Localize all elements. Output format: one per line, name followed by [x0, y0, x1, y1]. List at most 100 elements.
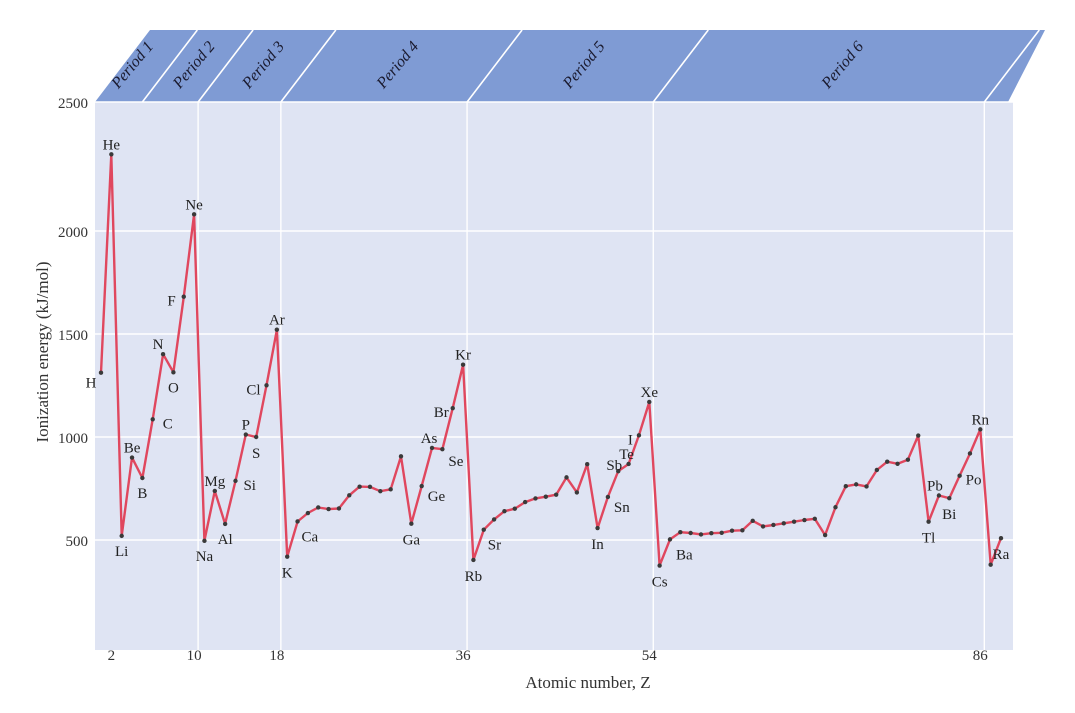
ionization-energy-line — [99, 153, 1003, 567]
element-label-po: Po — [966, 473, 982, 489]
element-label-li: Li — [115, 544, 128, 560]
data-point-z41 — [512, 506, 517, 511]
y-tick-1500: 1500 — [58, 328, 88, 344]
x-tick-36: 36 — [456, 648, 472, 664]
data-point-z11 — [202, 538, 207, 544]
data-point-z43 — [533, 496, 538, 501]
element-label-sn: Sn — [614, 500, 630, 516]
element-label-rn: Rn — [972, 412, 990, 428]
data-point-z8 — [171, 370, 176, 375]
data-point-z38 — [481, 527, 486, 532]
data-point-z50 — [605, 494, 611, 500]
plot-panel — [95, 102, 1013, 650]
element-labels: H He Li Be B C N O F Ne Na Mg Al Si PS Cl Ar K Ca Ga Ge As Se B… — [86, 137, 1010, 590]
element-label-mg: Mg — [204, 474, 225, 490]
y-tick-1000: 1000 — [58, 431, 88, 447]
data-point-z3 — [119, 533, 124, 539]
data-point-z69 — [802, 517, 807, 523]
element-label-kr: Kr — [455, 348, 471, 364]
data-point-z28 — [378, 488, 383, 494]
data-point-z80 — [916, 433, 921, 438]
period-band-background — [95, 30, 1045, 102]
data-series — [98, 152, 1004, 568]
data-point-z36 — [460, 362, 466, 367]
data-point-z51 — [616, 468, 621, 474]
data-point-z74 — [853, 482, 859, 487]
data-point-z58 — [688, 530, 693, 536]
data-point-z53 — [636, 433, 642, 438]
data-point-z5 — [140, 475, 145, 481]
data-point-z76 — [874, 467, 880, 473]
element-label-br: Br — [434, 405, 449, 421]
data-point-z33 — [429, 445, 435, 451]
data-point-z52 — [626, 461, 631, 467]
element-label-tl: Tl — [922, 531, 935, 547]
data-point-z54 — [647, 399, 652, 405]
element-label-na: Na — [196, 549, 214, 565]
element-label-c: C — [163, 416, 173, 432]
element-label-sb: Sb — [606, 458, 622, 474]
data-point-z65 — [760, 524, 766, 529]
element-label-ge: Ge — [428, 489, 446, 505]
data-point-z59 — [698, 532, 704, 537]
data-point-z45 — [553, 492, 559, 497]
data-point-z27 — [367, 484, 373, 490]
data-point-z14 — [233, 478, 238, 484]
data-point-z23 — [326, 506, 331, 512]
element-label-bi: Bi — [942, 507, 956, 523]
data-point-z49 — [595, 525, 600, 531]
y-tick-2500: 2500 — [58, 96, 88, 112]
data-point-z17 — [264, 383, 269, 388]
element-label-k: K — [282, 566, 293, 582]
element-label-ar: Ar — [269, 313, 285, 329]
data-point-z84 — [957, 473, 962, 478]
data-point-z73 — [843, 484, 849, 489]
data-point-z7 — [160, 351, 166, 357]
data-point-z83 — [947, 495, 952, 501]
data-point-z39 — [491, 517, 497, 522]
data-point-z31 — [409, 521, 414, 526]
element-label-in: In — [591, 537, 604, 553]
data-point-z77 — [885, 459, 890, 464]
data-point-z72 — [833, 505, 838, 510]
data-point-z16 — [253, 434, 259, 440]
data-point-z1 — [98, 370, 104, 375]
data-point-z81 — [926, 519, 931, 524]
period-band-divider-4 — [466, 29, 523, 103]
data-point-z55 — [657, 563, 662, 568]
data-point-z61 — [719, 530, 724, 535]
element-label-n: N — [153, 337, 164, 353]
data-point-z18 — [274, 327, 280, 332]
data-point-z2 — [109, 152, 114, 157]
element-label-ga: Ga — [403, 533, 421, 549]
data-point-z10 — [191, 212, 197, 217]
data-point-z15 — [243, 432, 249, 437]
element-label-cl: Cl — [246, 382, 260, 398]
data-point-z63 — [740, 528, 745, 533]
data-point-z62 — [729, 528, 735, 533]
data-point-z75 — [864, 484, 869, 489]
data-point-z37 — [471, 557, 476, 563]
element-label-se: Se — [448, 454, 463, 470]
element-label-ne: Ne — [185, 197, 203, 213]
data-point-z4 — [129, 455, 135, 460]
element-label-pb: Pb — [927, 479, 943, 495]
element-label-h: H — [86, 376, 97, 392]
data-point-z12 — [212, 488, 217, 494]
x-axis-label: Atomic number, Z — [525, 673, 650, 692]
element-label-cs: Cs — [652, 575, 668, 591]
element-label-as: As — [421, 431, 438, 447]
element-label-o: O — [168, 380, 179, 396]
data-point-z9 — [181, 294, 186, 299]
data-point-z25 — [347, 493, 352, 498]
element-label-te: Te — [619, 447, 634, 463]
data-point-z88 — [998, 535, 1004, 541]
data-point-z67 — [781, 521, 786, 526]
data-point-z78 — [895, 461, 900, 466]
data-point-z34 — [440, 446, 445, 452]
data-point-z86 — [978, 427, 983, 432]
element-label-ra: Ra — [993, 547, 1010, 563]
plot-background — [95, 102, 1013, 650]
data-point-z57 — [678, 529, 683, 535]
